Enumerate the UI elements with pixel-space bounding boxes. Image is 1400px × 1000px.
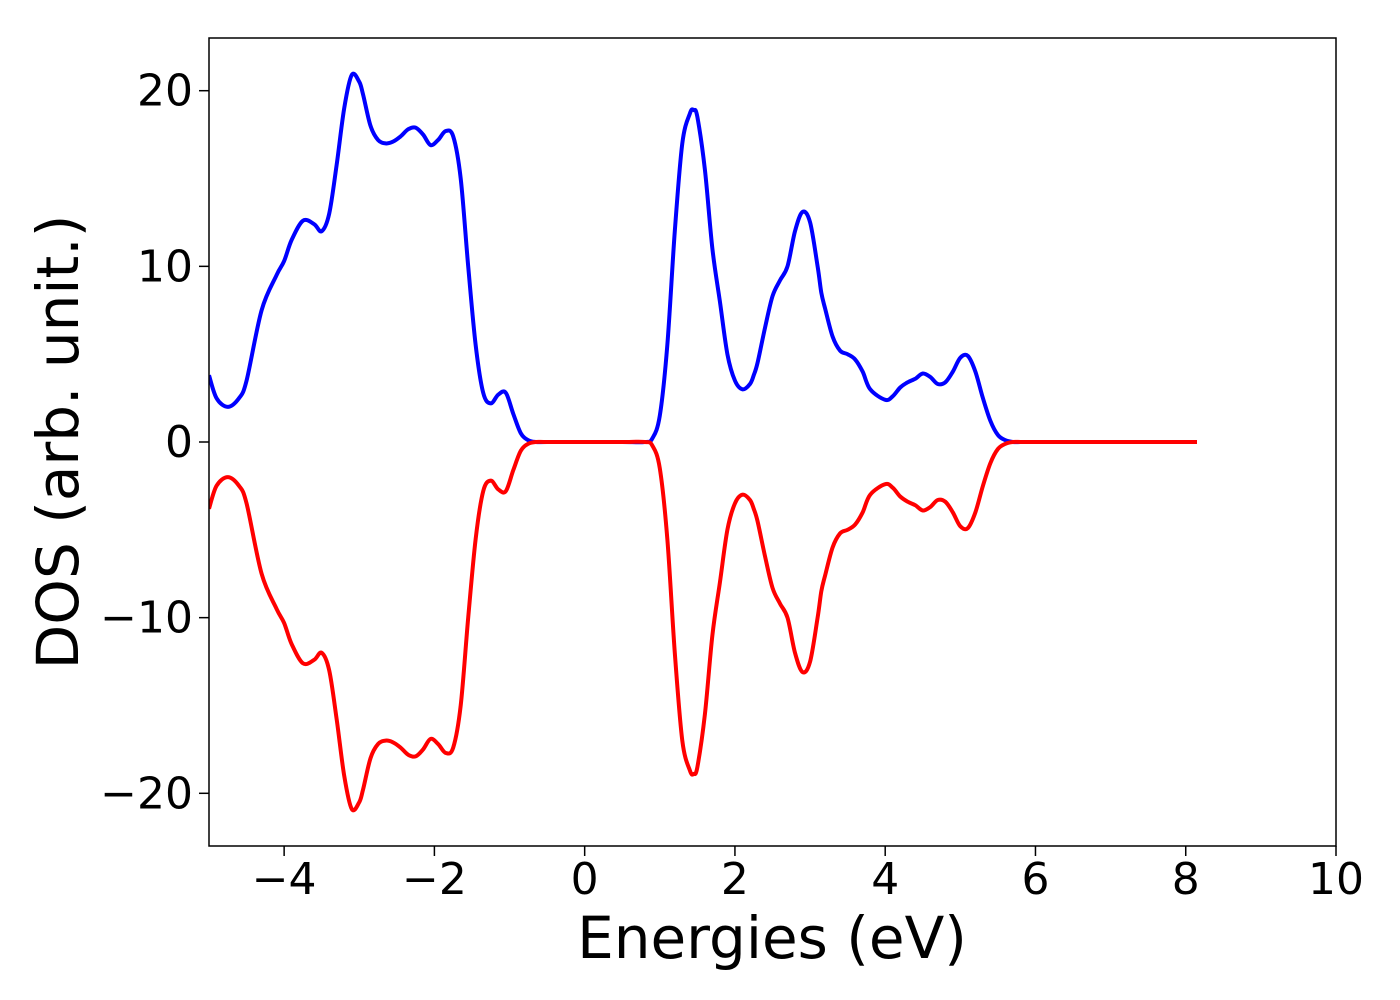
x-tick-label: 0 — [571, 854, 599, 905]
x-tick-label: 10 — [1308, 854, 1364, 905]
series-layer — [209, 71, 1197, 813]
x-tick-label: 6 — [1021, 854, 1049, 905]
y-tick-label: 10 — [137, 241, 193, 292]
y-axis: 20 10 0 −10 −20 — [100, 66, 209, 819]
y-tick-label: 20 — [137, 66, 193, 117]
x-tick-label: −2 — [402, 854, 467, 905]
y-axis-title: DOS (arb. unit.) — [24, 215, 92, 670]
x-tick-label: −4 — [252, 854, 317, 905]
x-axis-title: Energies (eV) — [577, 904, 967, 972]
y-tick-label: −20 — [100, 768, 193, 819]
y-tick-label: −10 — [100, 593, 193, 644]
series-line-2 — [209, 439, 1197, 813]
x-axis: −4 −2 0 2 4 6 8 10 — [252, 846, 1364, 905]
x-tick-label: 8 — [1172, 854, 1200, 905]
x-tick-label: 2 — [721, 854, 749, 905]
x-tick-label: 4 — [871, 854, 899, 905]
y-tick-label: 0 — [165, 417, 193, 468]
series-line-1 — [209, 71, 1197, 445]
